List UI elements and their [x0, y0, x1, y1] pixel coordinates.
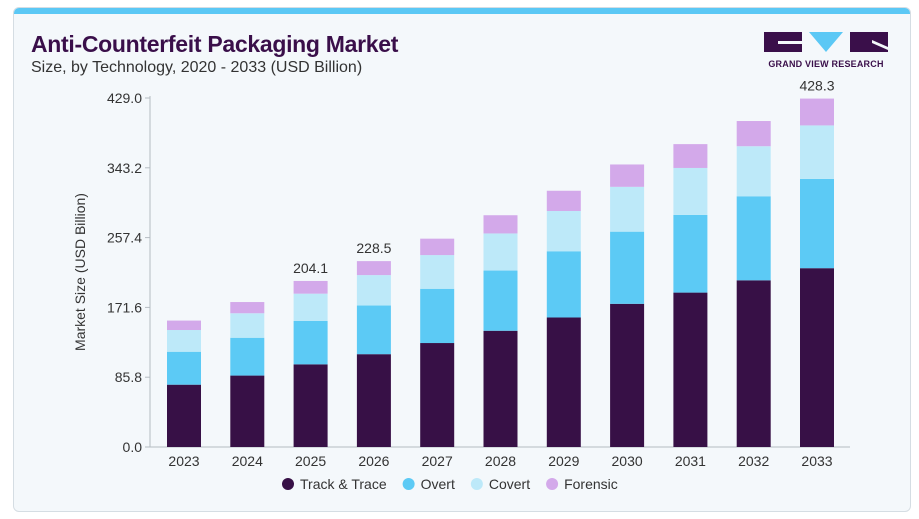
- bar-segment-track-trace-2030: [610, 303, 645, 447]
- data-label: 228.5: [356, 240, 391, 256]
- bar-segment-overt-2030: [610, 231, 645, 304]
- bar-segment-overt-2026: [356, 305, 391, 355]
- bar-segment-overt-2027: [420, 288, 455, 344]
- bar-segment-overt-2031: [673, 214, 708, 293]
- y-tick-label: 343.2: [107, 160, 142, 176]
- legend-label: Overt: [421, 476, 455, 492]
- bar-segment-forensic-2023: [167, 320, 201, 331]
- x-tick-label: 2024: [232, 453, 263, 469]
- bar-segment-forensic-2028: [483, 215, 518, 234]
- bar-segment-covert-2028: [483, 233, 518, 271]
- bar-segment-forensic-2027: [420, 238, 455, 256]
- bar-segment-forensic-2024: [230, 302, 265, 314]
- bar-segment-overt-2029: [546, 251, 581, 318]
- bar-segment-track-trace-2025: [293, 364, 328, 447]
- legend-marker: [470, 478, 483, 490]
- x-tick-label: 2031: [675, 453, 706, 469]
- bar-segment-overt-2032: [736, 196, 771, 281]
- bar-segment-track-trace-2024: [230, 375, 265, 447]
- bar-segment-covert-2030: [610, 186, 645, 232]
- bar-segment-covert-2026: [356, 275, 391, 306]
- bar-segment-track-trace-2031: [673, 292, 708, 447]
- y-axis-title: Market Size (USD Billion): [72, 193, 88, 351]
- data-label: 204.1: [293, 260, 328, 276]
- legend-marker: [282, 478, 294, 490]
- x-tick-label: 2027: [422, 453, 453, 469]
- accent-stripe: [14, 8, 910, 14]
- x-tick-label: 2029: [548, 453, 579, 469]
- y-tick-label: 0.0: [123, 439, 143, 455]
- x-tick-label: 2023: [168, 453, 199, 469]
- bar-segment-forensic-2033: [800, 98, 834, 126]
- y-tick-label: 429.0: [107, 90, 142, 106]
- bar-segment-track-trace-2032: [736, 280, 771, 447]
- x-tick-label: 2025: [295, 453, 326, 469]
- bar-segment-forensic-2026: [356, 261, 391, 276]
- bar-segment-covert-2032: [736, 146, 771, 197]
- bar-segment-covert-2027: [420, 255, 455, 289]
- logo-text: GRAND VIEW RESEARCH: [768, 59, 884, 69]
- x-tick-label: 2032: [738, 453, 769, 469]
- legend-label: Forensic: [564, 476, 618, 492]
- x-tick-label: 2033: [801, 453, 832, 469]
- bar-segment-covert-2033: [800, 125, 834, 179]
- bar-segment-forensic-2031: [673, 144, 708, 168]
- bar-segment-overt-2023: [167, 351, 201, 385]
- bar-segment-covert-2024: [230, 313, 265, 338]
- bar-segment-overt-2033: [800, 178, 834, 269]
- grand-view-research-logo: [764, 32, 888, 52]
- legend-marker: [402, 478, 415, 490]
- bar-segment-overt-2024: [230, 337, 265, 376]
- bar-segment-covert-2023: [167, 330, 201, 352]
- bar-segment-covert-2025: [293, 293, 328, 321]
- bar-segment-forensic-2029: [546, 190, 581, 211]
- bar-segment-track-trace-2026: [356, 354, 391, 447]
- chart-subtitle: Size, by Technology, 2020 - 2033 (USD Bi…: [31, 59, 363, 76]
- x-tick-label: 2030: [612, 453, 643, 469]
- y-tick-label: 171.6: [107, 299, 142, 315]
- legend-label: Track & Trace: [300, 476, 387, 492]
- x-tick-label: 2028: [485, 453, 516, 469]
- legend-label: Covert: [489, 476, 530, 492]
- y-tick-label: 257.4: [107, 230, 142, 246]
- bar-segment-forensic-2032: [736, 121, 771, 147]
- data-label: 428.3: [799, 78, 834, 94]
- bar-segment-track-trace-2029: [546, 317, 581, 447]
- y-tick-label: 85.8: [115, 369, 142, 385]
- bar-segment-covert-2031: [673, 167, 708, 215]
- legend-marker: [546, 478, 559, 490]
- x-tick-label: 2026: [358, 453, 389, 469]
- bar-segment-track-trace-2033: [800, 268, 834, 447]
- bar-segment-overt-2028: [483, 270, 518, 331]
- bar-segment-track-trace-2023: [167, 384, 201, 447]
- bar-segment-track-trace-2027: [420, 343, 455, 447]
- bar-segment-covert-2029: [546, 210, 581, 252]
- bar-segment-forensic-2025: [293, 280, 328, 294]
- bar-segment-track-trace-2028: [483, 330, 518, 447]
- bar-segment-overt-2025: [293, 320, 328, 365]
- chart-title: Anti-Counterfeit Packaging Market: [31, 31, 399, 57]
- bar-segment-forensic-2030: [610, 164, 645, 187]
